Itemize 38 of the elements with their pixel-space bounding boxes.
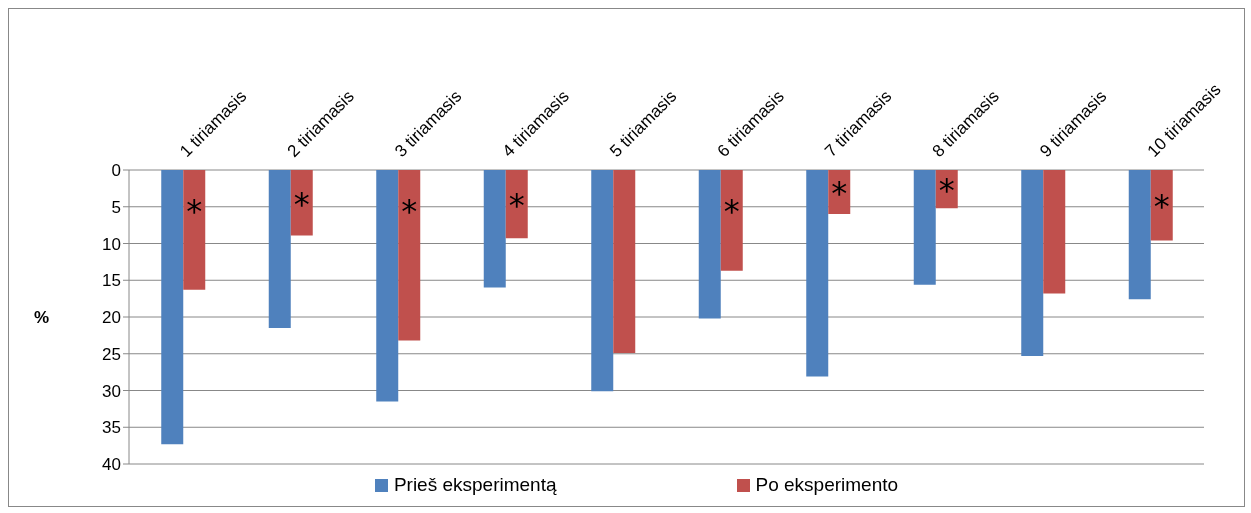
bar — [1043, 170, 1066, 294]
y-tick-label: 25 — [102, 344, 121, 364]
y-tick-label: 35 — [102, 418, 121, 438]
y-tick-label: 10 — [102, 234, 121, 254]
data-label: * — [1153, 187, 1170, 226]
bar — [1128, 170, 1151, 300]
y-tick-label: 0 — [111, 161, 121, 181]
data-label: * — [401, 192, 418, 230]
bar — [1021, 170, 1044, 356]
y-axis-title: % — [33, 308, 49, 328]
data-label: * — [938, 171, 955, 210]
bar — [161, 170, 184, 445]
bar — [698, 170, 721, 319]
data-label: * — [186, 192, 203, 230]
bar — [483, 170, 506, 288]
y-tick-label: 5 — [111, 197, 121, 217]
bar — [376, 170, 399, 402]
legend-label: Po eksperimento — [755, 474, 899, 496]
data-label: * — [508, 186, 525, 225]
y-tick-label: 40 — [102, 455, 121, 475]
bar — [183, 170, 206, 290]
bar — [505, 170, 528, 239]
bar — [913, 170, 936, 285]
bar — [720, 170, 743, 271]
y-tick-label: 30 — [102, 381, 121, 401]
y-tick-label: 15 — [102, 271, 121, 291]
bar — [591, 170, 614, 392]
bar — [1150, 170, 1173, 241]
bar — [398, 170, 421, 341]
bar — [613, 170, 636, 354]
y-tick-label: 20 — [102, 308, 121, 328]
data-label: * — [293, 184, 310, 223]
data-label: * — [831, 174, 848, 213]
legend-label: Prieš eksperimentą — [393, 474, 557, 496]
bar — [268, 170, 291, 329]
bar — [806, 170, 829, 377]
bar — [290, 170, 313, 236]
data-label: * — [723, 192, 740, 230]
